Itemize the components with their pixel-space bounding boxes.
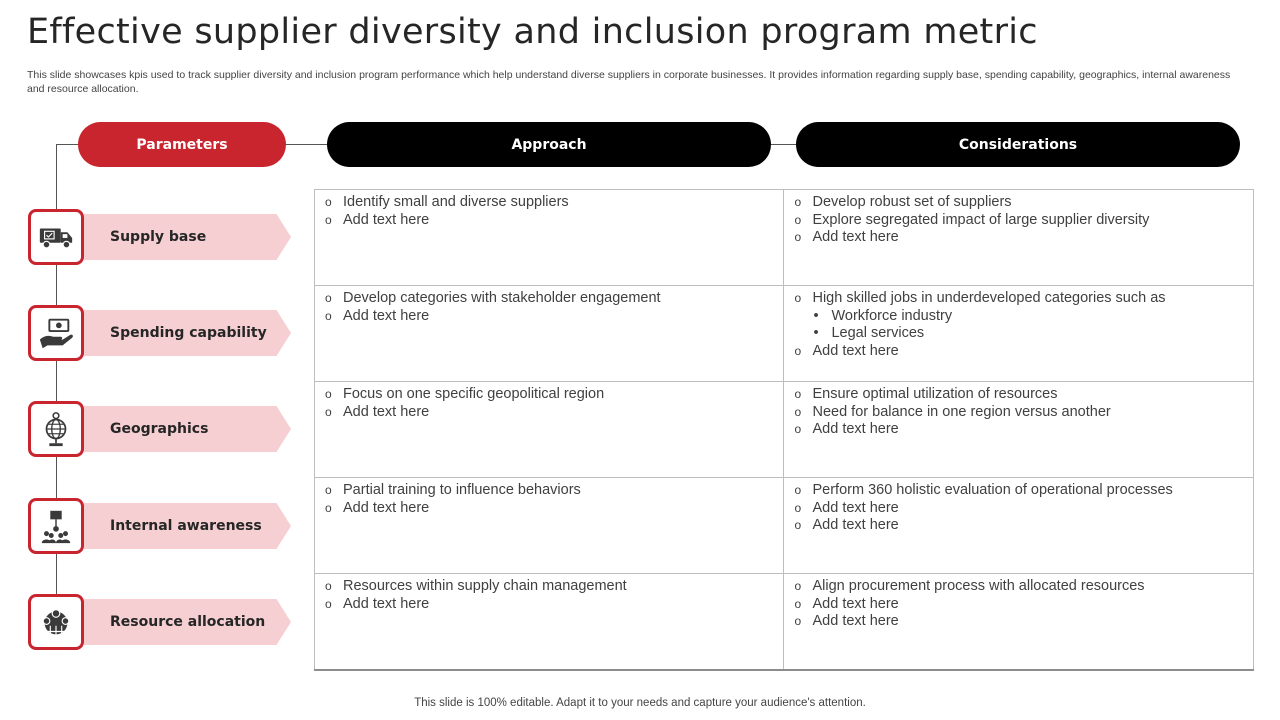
list-item: Add text here: [794, 596, 1243, 614]
list-item: Perform 360 holistic evaluation of opera…: [794, 482, 1243, 500]
approach-header: Approach: [327, 122, 771, 167]
approach-cell: Develop categories with stakeholder enga…: [313, 285, 785, 382]
page-subtitle: This slide showcases kpis used to track …: [27, 69, 1231, 95]
parameters-header: Parameters: [78, 122, 286, 167]
list-item: Add text here: [325, 404, 773, 422]
list-item: Add text here: [325, 308, 773, 326]
list-item: Add text here: [794, 421, 1243, 439]
list-item: Add text here: [325, 212, 773, 230]
row-label-internal-awareness: Internal awareness: [84, 503, 291, 549]
header-connector: [771, 144, 796, 145]
team-globe-icon: [28, 594, 84, 650]
list-item: Ensure optimal utilization of resources: [794, 386, 1243, 404]
approach-cell: Partial training to influence behaviors …: [313, 477, 785, 574]
list-item: Resources within supply chain management: [325, 578, 773, 596]
considerations-cell: Perform 360 holistic evaluation of opera…: [783, 477, 1254, 574]
metrics-table: Identify small and diverse suppliers Add…: [313, 189, 1254, 671]
sub-list-item: Legal services: [794, 325, 1243, 343]
list-item: Need for balance in one region versus an…: [794, 404, 1243, 422]
list-item: Develop robust set of suppliers: [794, 194, 1243, 212]
list-item: Add text here: [794, 500, 1243, 518]
truck-icon: [28, 209, 84, 265]
footer-note: This slide is 100% editable. Adapt it to…: [414, 697, 866, 709]
row-label-spending-capability: Spending capability: [84, 310, 291, 356]
row-label-supply-base: Supply base: [84, 214, 291, 260]
row-label-geographics: Geographics: [84, 406, 291, 452]
page-title: Effective supplier diversity and inclusi…: [27, 12, 1038, 52]
list-item: Explore segregated impact of large suppl…: [794, 212, 1243, 230]
table-row: Identify small and diverse suppliers Add…: [313, 189, 1254, 286]
globe-icon: [28, 401, 84, 457]
considerations-cell: Ensure optimal utilization of resources …: [783, 381, 1254, 478]
list-item: High skilled jobs in underdeveloped cate…: [794, 290, 1243, 308]
money-hand-icon: [28, 305, 84, 361]
timeline-stub: [56, 144, 78, 145]
list-item: Add text here: [794, 229, 1243, 247]
considerations-cell: Develop robust set of suppliers Explore …: [783, 189, 1254, 286]
list-item: Add text here: [325, 500, 773, 518]
list-item: Add text here: [794, 517, 1243, 535]
timeline-line: [56, 144, 57, 624]
header-connector: [286, 144, 327, 145]
table-row: Partial training to influence behaviors …: [313, 477, 1254, 574]
considerations-cell: High skilled jobs in underdeveloped cate…: [783, 285, 1254, 382]
list-item: Add text here: [794, 343, 1243, 361]
audience-icon: [28, 498, 84, 554]
table-row: Resources within supply chain management…: [313, 573, 1254, 671]
table-row: Develop categories with stakeholder enga…: [313, 285, 1254, 382]
considerations-header: Considerations: [796, 122, 1240, 167]
approach-cell: Resources within supply chain management…: [313, 573, 785, 671]
approach-cell: Identify small and diverse suppliers Add…: [313, 189, 785, 286]
list-item: Align procurement process with allocated…: [794, 578, 1243, 596]
list-item: Focus on one specific geopolitical regio…: [325, 386, 773, 404]
list-item: Add text here: [794, 613, 1243, 631]
considerations-cell: Align procurement process with allocated…: [783, 573, 1254, 671]
row-label-resource-allocation: Resource allocation: [84, 599, 291, 645]
list-item: Identify small and diverse suppliers: [325, 194, 773, 212]
table-row: Focus on one specific geopolitical regio…: [313, 381, 1254, 478]
approach-cell: Focus on one specific geopolitical regio…: [313, 381, 785, 478]
list-item: Partial training to influence behaviors: [325, 482, 773, 500]
sub-list-item: Workforce industry: [794, 308, 1243, 326]
list-item: Develop categories with stakeholder enga…: [325, 290, 773, 308]
list-item: Add text here: [325, 596, 773, 614]
